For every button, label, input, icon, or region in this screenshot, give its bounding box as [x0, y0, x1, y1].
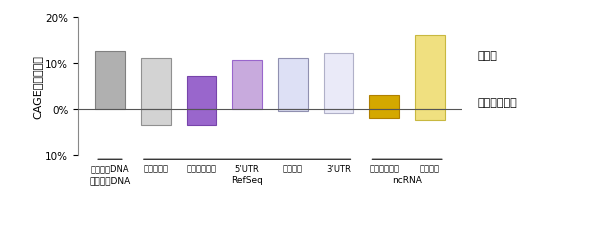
Bar: [141, 59, 170, 109]
Bar: [415, 36, 445, 109]
Bar: [187, 109, 216, 125]
Bar: [232, 61, 262, 109]
Text: 3’UTR: 3’UTR: [326, 164, 351, 173]
Text: センス: センス: [478, 51, 497, 61]
Text: 転写領域: 転写領域: [283, 164, 303, 173]
Bar: [415, 109, 445, 120]
Text: 5’UTR: 5’UTR: [235, 164, 260, 173]
Bar: [324, 54, 353, 109]
Text: 遠伝子間DNA: 遠伝子間DNA: [89, 176, 131, 184]
Y-axis label: CAGEタグの割合: CAGEタグの割合: [32, 54, 43, 118]
Bar: [278, 109, 308, 112]
Text: ncRNA: ncRNA: [392, 176, 422, 184]
Text: 遠伝子間DNA: 遠伝子間DNA: [91, 164, 130, 173]
Bar: [324, 109, 353, 114]
Bar: [95, 52, 125, 109]
Bar: [370, 109, 399, 118]
Text: イントロン: イントロン: [143, 164, 168, 173]
Bar: [278, 59, 308, 109]
Text: RefSeq: RefSeq: [231, 176, 263, 184]
Text: プロモーター: プロモーター: [369, 164, 399, 173]
Bar: [370, 96, 399, 109]
Text: プロモーター: プロモーター: [187, 164, 217, 173]
Text: アンチセンス: アンチセンス: [478, 98, 517, 108]
Text: エクソン: エクソン: [420, 164, 440, 173]
Bar: [187, 77, 216, 109]
Bar: [141, 109, 170, 125]
